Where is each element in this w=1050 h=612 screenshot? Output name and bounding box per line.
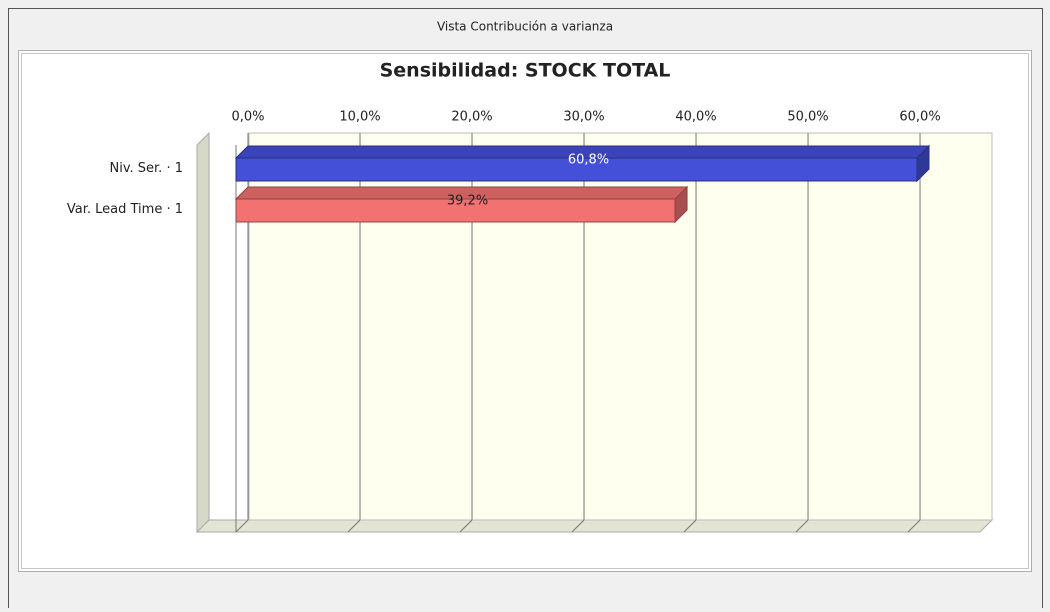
chart-frame-inner xyxy=(21,53,1029,569)
x-tick-label: 40,0% xyxy=(675,110,716,125)
x-tick-label: 20,0% xyxy=(451,110,492,125)
category-label: Niv. Ser. · 1 xyxy=(110,161,184,176)
x-tick-label: 0,0% xyxy=(231,110,264,125)
x-tick-label: 30,0% xyxy=(563,110,604,125)
floor-grid-line xyxy=(571,519,585,533)
x-tick-label: 10,0% xyxy=(339,110,380,125)
x-tick-label: 50,0% xyxy=(787,110,828,125)
window-title: Vista Contribución a varianza xyxy=(437,20,613,34)
bar xyxy=(235,157,918,182)
floor-grid-line xyxy=(235,519,249,533)
chart-title: Sensibilidad: STOCK TOTAL xyxy=(380,60,671,82)
floor-grid-line xyxy=(459,519,473,533)
data-label: 39,2% xyxy=(447,194,488,209)
x-tick-label: 60,0% xyxy=(899,110,940,125)
floor-grid-line xyxy=(347,519,361,533)
floor xyxy=(195,519,994,533)
floor-grid-line xyxy=(907,519,921,533)
left-wall xyxy=(196,131,210,534)
floor-grid-line xyxy=(683,519,697,533)
data-label: 60,8% xyxy=(568,153,609,168)
bar xyxy=(235,198,676,223)
category-label: Var. Lead Time · 1 xyxy=(67,202,183,217)
floor-grid-line xyxy=(795,519,809,533)
